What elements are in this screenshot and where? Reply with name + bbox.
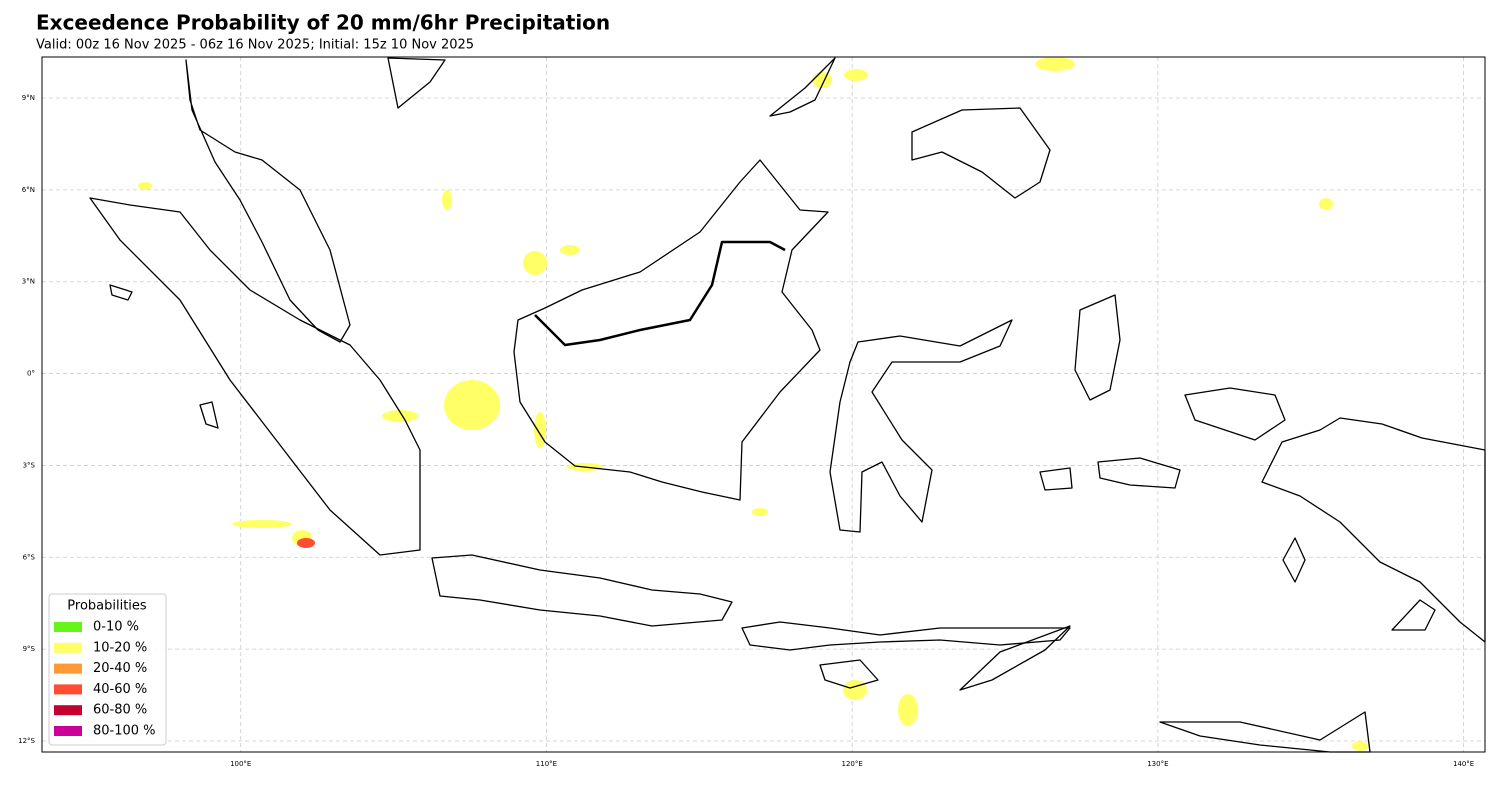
legend-label: 40-60 %: [93, 682, 147, 697]
coastline: [741, 621, 1071, 651]
subtitle: Valid: 00z 16 Nov 2025 - 06z 16 Nov 2025…: [36, 38, 474, 53]
x-tick-label: 140°E: [1453, 760, 1474, 768]
rain-area: [560, 245, 580, 255]
rain-area: [1319, 198, 1333, 210]
coastline: [513, 159, 829, 501]
legend-swatch: [54, 726, 82, 736]
coastline: [829, 319, 1013, 533]
legend-title: Probabilities: [67, 599, 147, 614]
legend-label: 10-20 %: [93, 640, 147, 655]
coastline: [959, 625, 1071, 691]
coastlines: [89, 57, 1486, 753]
legend: Probabilities 0-10 % 10-20 % 20-40 % 40-60 …: [48, 593, 167, 746]
coastline: [1097, 457, 1181, 489]
y-tick-label: 0°: [27, 370, 35, 378]
legend-label: 20-40 %: [93, 661, 147, 676]
coastline: [819, 659, 879, 689]
coastline: [1039, 467, 1073, 491]
coastline: [109, 284, 133, 301]
map-frame: [41, 56, 1486, 753]
coastline: [1159, 711, 1371, 753]
coastline: [911, 107, 1051, 199]
legend-swatch: [54, 663, 82, 674]
tick-labels: 100°E 110°E 120°E 130°E 140°E 9°N 6°N 3°N 0° 3°S 6…: [18, 94, 1474, 768]
legend-swatch: [54, 684, 82, 695]
y-tick-label: 9°S: [23, 645, 36, 653]
rain-area: [442, 190, 452, 210]
x-tick-label: 100°E: [230, 760, 251, 768]
coastline: [431, 554, 733, 627]
legend-label: 0-10 %: [93, 620, 139, 635]
rain-area: [523, 251, 547, 275]
coastline: [387, 57, 446, 109]
rain-area: [297, 538, 315, 548]
y-tick-label: 6°S: [23, 553, 36, 561]
rain-area: [1352, 741, 1368, 751]
rain-area: [843, 680, 867, 700]
coastline: [1074, 294, 1121, 401]
coastline: [769, 57, 836, 117]
coastline: [185, 59, 351, 343]
legend-swatch: [54, 642, 82, 653]
legend-swatch: [54, 705, 82, 716]
precipitation: [138, 57, 1368, 751]
coastline: [89, 197, 421, 556]
legend-swatch: [54, 622, 82, 632]
rain-area: [138, 182, 152, 190]
x-tick-label: 110°E: [536, 760, 557, 768]
grid: [42, 57, 1485, 752]
y-tick-label: 3°S: [23, 461, 36, 469]
coastline: [1261, 417, 1486, 643]
legend-label: 80-100 %: [93, 724, 156, 739]
rain-area: [534, 412, 546, 448]
coastline: [199, 401, 219, 429]
x-tick-label: 120°E: [842, 760, 863, 768]
x-tick-label: 130°E: [1147, 760, 1168, 768]
rain-area: [232, 520, 292, 528]
rain-area: [1035, 57, 1075, 71]
rain-area: [752, 508, 768, 516]
coastline: [1282, 537, 1306, 583]
rain-area: [444, 380, 500, 430]
coastline: [1184, 387, 1286, 441]
border: [534, 240, 786, 347]
y-tick-label: 6°N: [22, 186, 35, 194]
title: Exceedence Probability of 20 mm/6hr Prec…: [36, 11, 610, 35]
y-tick-label: 12°S: [18, 737, 35, 745]
rain-area: [382, 410, 418, 422]
legend-label: 60-80 %: [93, 703, 147, 718]
y-tick-label: 3°N: [22, 278, 35, 286]
rain-area: [898, 694, 918, 726]
coastline: [1391, 599, 1436, 631]
rain-area: [844, 69, 868, 81]
y-tick-label: 9°N: [22, 94, 35, 102]
